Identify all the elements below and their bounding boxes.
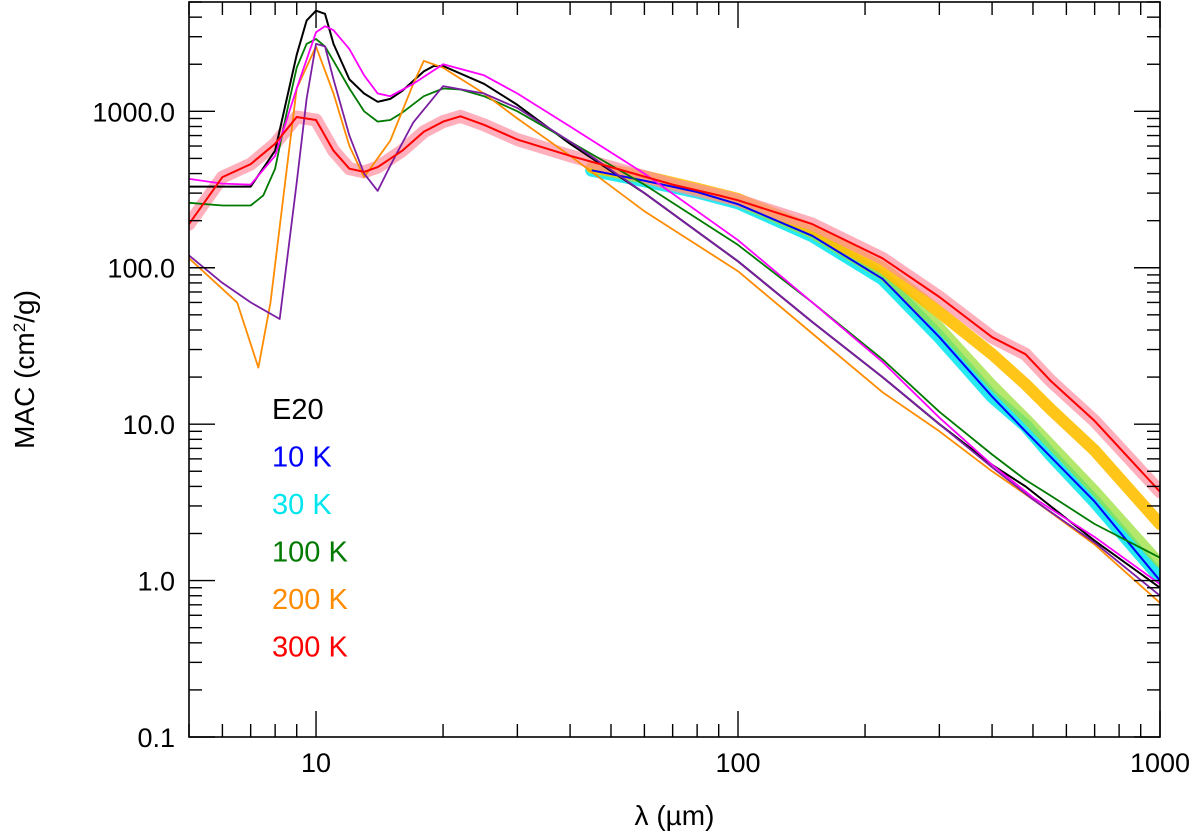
legend-entry-100k: 100 K: [272, 537, 348, 569]
y-tick-label: 100.0: [107, 254, 175, 284]
series-line-magenta: [189, 25, 1160, 585]
y-axis-title-prefix: MAC (cm: [9, 332, 40, 449]
series-layer: [189, 9, 1160, 604]
y-axis-title-suffix: /g): [9, 290, 40, 323]
series-line-purple: [189, 43, 1160, 597]
band-10-k-band: [586, 163, 1160, 568]
y-tick-label: 1.0: [137, 567, 175, 597]
legend-entry-10k: 10 K: [272, 442, 332, 474]
y-tick-label: 10.0: [122, 410, 175, 440]
x-axis-title: λ (µm): [635, 800, 715, 831]
legend-entry-e20: E20: [272, 394, 324, 426]
series-line-100-k: [189, 38, 1160, 559]
legend-entry-200k: 200 K: [272, 584, 348, 616]
y-axis-title: MAC (cm2/g): [9, 290, 40, 449]
legend-entry-300k: 300 K: [272, 632, 348, 664]
y-axis-title-sup: 2: [10, 323, 29, 332]
series-line-10-k: [591, 169, 1160, 582]
x-tick-label: 100: [715, 748, 760, 778]
plot-frame: [188, 1, 1161, 738]
ticks-layer: [188, 1, 1161, 738]
x-tick-label: 1000: [1130, 748, 1190, 778]
y-tick-label: 0.1: [137, 723, 175, 753]
y-tick-label: 1000.0: [92, 97, 175, 127]
series-line-300-k: [189, 115, 1160, 493]
series-line-200-k: [189, 45, 1160, 604]
band-300-k-band: [189, 109, 1160, 499]
x-tick-label: 10: [301, 748, 331, 778]
tick-labels: 10 100 1000 0.1 1.0 10.0 100.0 1000.0: [92, 97, 1190, 778]
legend: E20 10 K 30 K 100 K 200 K 300 K: [272, 394, 348, 664]
legend-entry-30k: 30 K: [272, 489, 332, 521]
